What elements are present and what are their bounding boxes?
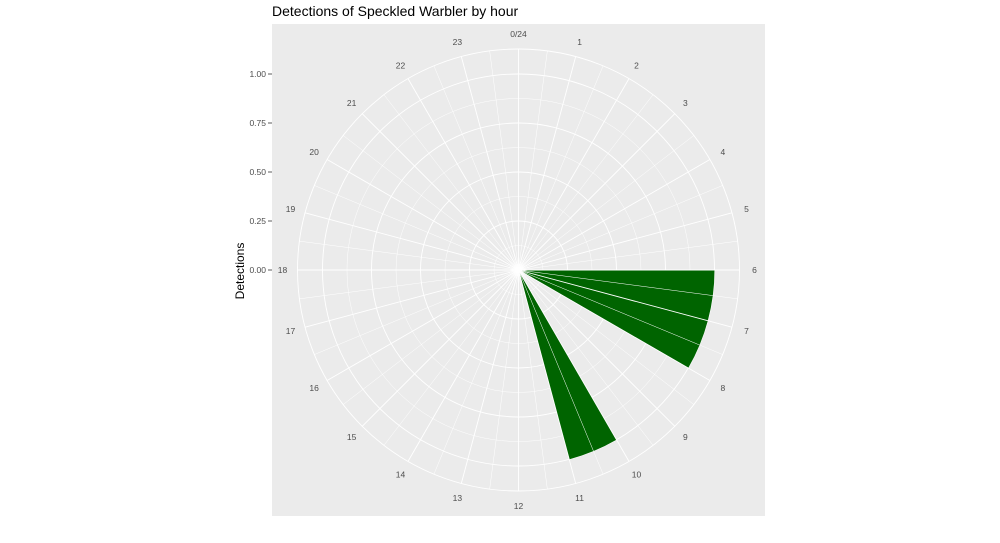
hour-label: 11 — [575, 493, 584, 503]
spoke-line — [518, 269, 548, 490]
spoke-line — [343, 269, 519, 405]
spoke-line — [304, 269, 519, 328]
hour-label: 13 — [453, 493, 463, 503]
spoke-line — [518, 240, 738, 271]
hour-label: 21 — [347, 98, 357, 108]
spoke-line — [518, 269, 733, 328]
hour-label: 20 — [309, 147, 319, 157]
hour-label: 14 — [396, 469, 406, 479]
spoke-line — [407, 269, 519, 462]
spoke-line — [518, 269, 676, 427]
spoke-line — [383, 269, 519, 446]
hour-label: 16 — [309, 383, 319, 393]
spoke-line — [407, 78, 519, 271]
spoke-line — [518, 212, 733, 271]
spoke-line — [326, 159, 519, 271]
spoke-line — [518, 269, 604, 475]
y-axis: 0.00 0.25 0.50 0.75 1.00 — [249, 69, 272, 275]
hour-label: 6 — [752, 265, 757, 275]
hour-label: 1 — [577, 37, 582, 47]
hour-label: 12 — [514, 501, 524, 511]
hour-label: 19 — [286, 204, 296, 214]
spoke-line — [299, 240, 519, 271]
spoke-line — [518, 113, 676, 271]
bar-wedge-7 — [518, 270, 708, 368]
spoke-line — [518, 269, 723, 355]
spoke-line — [433, 269, 519, 475]
spoke-line — [433, 65, 519, 271]
spoke-line — [361, 113, 519, 271]
spoke-line — [518, 50, 548, 271]
spoke-line — [460, 269, 519, 484]
spoke-line — [518, 65, 604, 271]
y-tick-label: 0.75 — [249, 118, 266, 128]
spoke-line — [518, 78, 630, 271]
hour-label: 18 — [278, 265, 288, 275]
chart-title: Detections of Speckled Warbler by hour — [272, 3, 518, 19]
hour-label: 9 — [683, 432, 688, 442]
spoke-line — [518, 269, 694, 405]
hour-label: 0/24 — [510, 29, 527, 39]
spoke-line — [489, 50, 519, 271]
bar-wedge-10 — [518, 270, 617, 460]
hour-label: 15 — [347, 432, 357, 442]
hour-spokes — [297, 49, 740, 491]
spoke-line — [343, 135, 519, 271]
spoke-line — [383, 94, 519, 271]
hour-label: 2 — [634, 61, 639, 71]
y-tick-label: 0.50 — [249, 167, 266, 177]
spoke-line — [518, 269, 711, 381]
y-tick-label: 1.00 — [249, 69, 266, 79]
spoke-line — [518, 185, 723, 271]
hour-label: 22 — [396, 61, 406, 71]
y-tick-label: 0.00 — [249, 265, 266, 275]
hour-label: 7 — [744, 326, 749, 336]
y-axis-label: Detections — [233, 243, 247, 300]
spoke-line — [518, 269, 654, 446]
hour-labels: 0/24123456789101112131415161718192021222… — [278, 29, 757, 511]
spoke-line — [299, 269, 519, 300]
hour-label: 4 — [721, 147, 726, 157]
spoke-line — [314, 185, 519, 271]
spoke-line — [314, 269, 519, 355]
hour-label: 8 — [721, 383, 726, 393]
spoke-line — [304, 212, 519, 271]
spoke-line — [518, 159, 711, 271]
hour-label: 5 — [744, 204, 749, 214]
spoke-line — [518, 135, 694, 271]
spoke-line — [518, 94, 654, 271]
spoke-line — [518, 269, 738, 300]
hour-label: 17 — [286, 326, 296, 336]
hour-label: 23 — [453, 37, 463, 47]
y-tick-label: 0.25 — [249, 216, 266, 226]
spoke-line — [326, 269, 519, 381]
spoke-line — [518, 56, 577, 271]
spoke-line — [460, 56, 519, 271]
spoke-line — [518, 269, 577, 484]
hour-label: 3 — [683, 98, 688, 108]
spoke-line — [518, 269, 630, 462]
spoke-line — [361, 269, 519, 427]
spoke-line — [489, 269, 519, 490]
hour-label: 10 — [632, 469, 642, 479]
